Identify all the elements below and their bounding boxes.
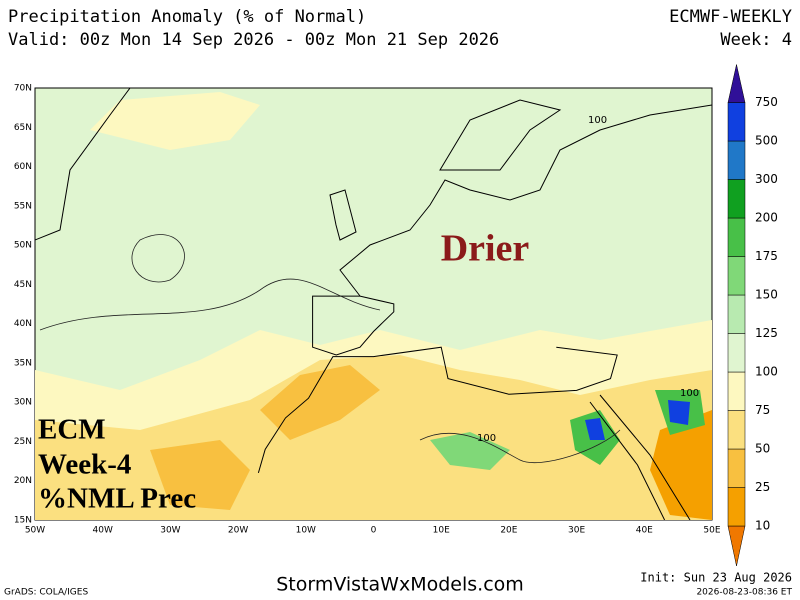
lon-label: 10W — [296, 526, 316, 536]
lat-label: 20N — [14, 476, 32, 486]
anomaly-very-wet — [668, 400, 690, 425]
contour — [39, 278, 381, 331]
lat-label: 25N — [14, 437, 32, 447]
europe-coast — [339, 104, 712, 297]
lon-label: 50E — [703, 526, 720, 536]
colorbar-label: 10 — [755, 519, 770, 533]
colorbar-label: 50 — [755, 442, 770, 456]
lon-label: 20W — [228, 526, 248, 536]
colorbar-label: 300 — [755, 172, 778, 186]
contour-label: 100 — [680, 388, 699, 399]
colorbar-swatch — [727, 487, 746, 527]
colorbar-swatch — [727, 333, 746, 373]
red-sea-coast — [589, 394, 691, 520]
anomaly-very-dry — [650, 410, 712, 520]
lon-label: 30W — [160, 526, 180, 536]
lat-label: 40N — [14, 319, 32, 329]
colorbar-swatch — [727, 140, 746, 180]
contour-label: 100 — [477, 433, 496, 444]
title: Precipitation Anomaly (% of Normal) — [8, 7, 366, 27]
colorbar-label: 150 — [755, 288, 778, 302]
lon-label: 20E — [500, 526, 517, 536]
anomaly-drier — [260, 365, 380, 440]
colorbar-label: 500 — [755, 134, 778, 148]
colorbar-label: 125 — [755, 326, 778, 340]
colorbar-swatch — [727, 102, 746, 142]
lat-label: 30N — [14, 398, 32, 408]
uk-coast — [329, 189, 357, 241]
lat-label: 70N — [14, 84, 32, 94]
init-time: Init: Sun 23 Aug 2026 — [640, 571, 792, 585]
lat-label: 65N — [14, 123, 32, 133]
colorbar-label: 75 — [755, 403, 770, 417]
lat-label: 45N — [14, 280, 32, 290]
anomaly-wet — [430, 432, 510, 470]
anomaly-drier — [150, 440, 250, 510]
contour-label: 100 — [588, 115, 607, 126]
annotation: %NML Prec — [38, 483, 196, 515]
lat-label: 35N — [14, 358, 32, 368]
anomaly-very-wet — [585, 418, 605, 440]
colorbar-swatch — [727, 217, 746, 257]
colorbar-swatch — [727, 371, 746, 411]
valid-time: Valid: 00z Mon 14 Sep 2026 - 00z Mon 21 … — [8, 30, 499, 50]
annotation: Week-4 — [38, 449, 131, 481]
lat-label: 15N — [14, 516, 32, 526]
colorbar-label: 200 — [755, 211, 778, 225]
model: ECMWF-WEEKLY — [669, 7, 792, 27]
annotation: ECM — [38, 414, 106, 446]
colorbar-triangle-high — [727, 64, 746, 103]
colorbar-swatch — [727, 294, 746, 334]
lon-label: 10E — [433, 526, 450, 536]
scandinavia-coast — [439, 99, 562, 171]
annotation-drier: Drier — [441, 228, 530, 270]
site: StormVistaWxModels.com — [276, 574, 524, 596]
africa-coast — [257, 346, 618, 474]
lon-label: 30E — [568, 526, 585, 536]
lon-label: 40E — [636, 526, 653, 536]
colorbar-label: 25 — [755, 480, 770, 494]
anomaly-near-normal — [90, 92, 260, 150]
lat-label: 55N — [14, 201, 32, 211]
contour — [131, 234, 185, 283]
colorbar-label: 175 — [755, 249, 778, 263]
lon-label: 0 — [371, 526, 377, 536]
colorbar-swatch — [727, 448, 746, 488]
timestamp: 2026-08-23-08:36 ET — [696, 588, 792, 598]
colorbar-swatch — [727, 410, 746, 450]
lon-label: 40W — [93, 526, 113, 536]
credit: GrADS: COLA/IGES — [4, 588, 88, 598]
week: Week: 4 — [720, 30, 792, 50]
lat-label: 60N — [14, 162, 32, 172]
colorbar-label: 100 — [755, 365, 778, 379]
iberia-coast — [312, 295, 395, 356]
colorbar-swatch — [727, 179, 746, 219]
colorbar-label: 750 — [755, 95, 778, 109]
map: 100 100 100 Drier ECM Week-4 %NML Prec — [34, 87, 713, 521]
colorbar-swatch — [727, 256, 746, 296]
contour — [419, 429, 621, 464]
greenland-coast — [35, 88, 131, 241]
colorbar-triangle-low — [727, 525, 746, 567]
lat-label: 50N — [14, 241, 32, 251]
lon-label: 50W — [25, 526, 45, 536]
